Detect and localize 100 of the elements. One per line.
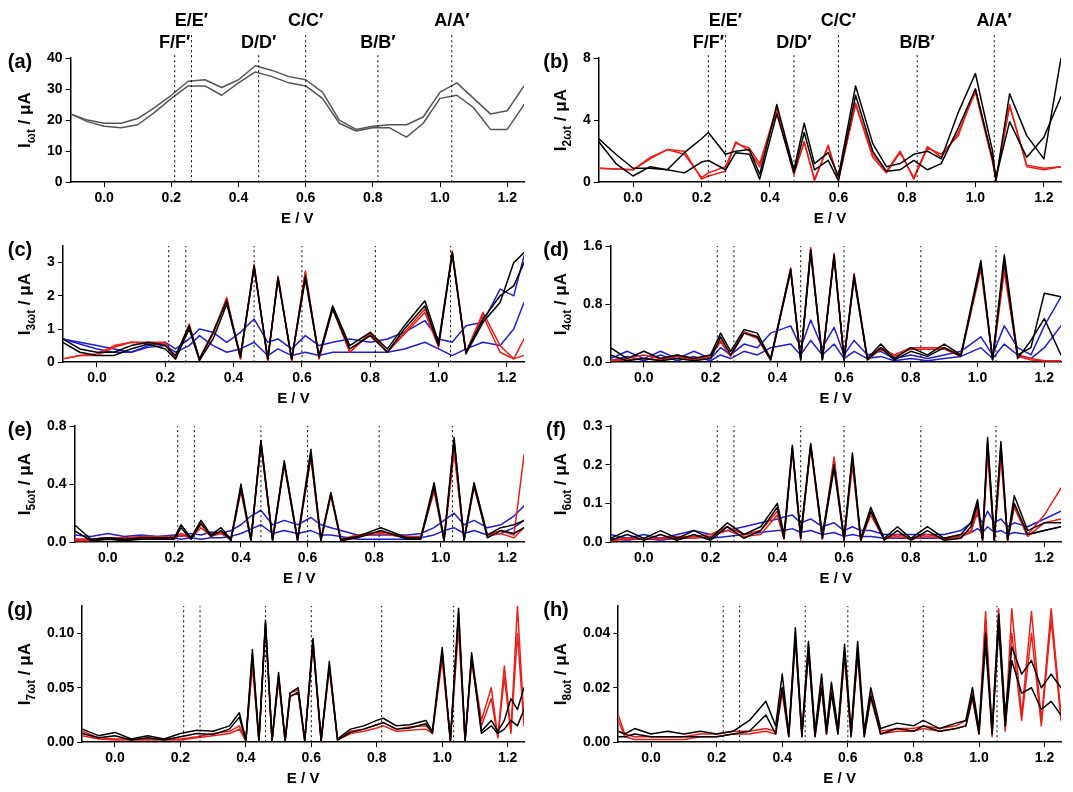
x-tick-label: 0.2 — [691, 189, 712, 206]
x-tick-label: 0.6 — [828, 189, 849, 206]
x-tick-label: 1.2 — [497, 369, 517, 386]
x-axis-title: E / V — [823, 769, 856, 787]
y-tick-label: 0 — [582, 173, 591, 190]
x-tick-label: 1.2 — [1034, 549, 1055, 566]
x-tick-label: 0.0 — [641, 749, 661, 766]
x-axis-title: E / V — [813, 209, 847, 227]
x-tick-label: 0.0 — [623, 189, 643, 206]
y-tick-label: 0.3 — [582, 416, 603, 433]
ref-line-label: F/F′ — [159, 32, 191, 52]
ref-line-label: D/D′ — [776, 32, 812, 52]
x-tick-label: 0.0 — [87, 369, 107, 386]
x-axis-title: E / V — [819, 389, 852, 407]
x-tick-label: 0.0 — [105, 749, 125, 766]
x-tick-label: 0.0 — [634, 369, 654, 386]
x-tick-label: 0.6 — [834, 369, 855, 386]
x-tick-label: 0.0 — [98, 549, 118, 566]
y-axis-title: I4ωt / μA — [551, 272, 575, 336]
x-tick-label: 0.8 — [901, 369, 921, 386]
ref-line-label: E/E′ — [174, 10, 209, 30]
y-tick-label: 0.2 — [582, 455, 603, 472]
y-tick-label: 1 — [46, 319, 55, 336]
x-tick-label: 0.8 — [367, 749, 387, 766]
x-tick-label: 1.0 — [967, 549, 988, 566]
x-tick-label: 0.4 — [228, 189, 249, 206]
ref-line-label: A/A′ — [434, 10, 470, 30]
x-tick-label: 0.4 — [760, 189, 780, 206]
x-tick-label: 1.2 — [1034, 369, 1055, 386]
y-tick-label: 0.1 — [582, 494, 603, 511]
x-tick-label: 1.0 — [965, 189, 986, 206]
x-tick-label: 1.0 — [432, 749, 453, 766]
y-tick-label: 0.04 — [583, 624, 611, 641]
ref-line-label: F/F′ — [692, 32, 725, 52]
y-tick-label: 30 — [46, 79, 63, 96]
x-tick-label: 1.2 — [1034, 749, 1055, 766]
x-tick-label: 1.2 — [497, 749, 518, 766]
x-tick-label: 0.4 — [231, 549, 251, 566]
x-tick-label: 0.6 — [295, 189, 316, 206]
ref-line-label: C/C′ — [820, 10, 857, 30]
x-tick-label: 0.4 — [767, 369, 788, 386]
x-tick-label: 0.8 — [364, 549, 385, 566]
y-tick-label: 0.4 — [46, 474, 67, 491]
ref-line-label: C/C′ — [288, 10, 324, 30]
y-tick-label: 0.00 — [583, 733, 611, 750]
x-tick-label: 0.4 — [236, 749, 256, 766]
chart-title: (c) — [7, 238, 33, 260]
x-tick-label: 0.2 — [161, 189, 182, 206]
x-axis-title: E / V — [286, 769, 320, 787]
y-axis-title: I8ωt / μA — [551, 642, 575, 706]
x-tick-label: 0.2 — [706, 749, 727, 766]
x-tick-label: 0.4 — [223, 369, 244, 386]
y-tick-label: 0.05 — [47, 678, 75, 695]
y-tick-label: 0 — [46, 353, 55, 370]
x-tick-label: 0.6 — [838, 749, 858, 766]
x-tick-label: 1.0 — [967, 369, 988, 386]
chart-title: (d) — [543, 238, 569, 260]
x-tick-label: 0.8 — [360, 369, 381, 386]
x-axis-title: E / V — [277, 389, 310, 407]
x-tick-label: 0.6 — [292, 369, 312, 386]
y-tick-label: 3 — [46, 253, 55, 270]
y-tick-label: 0.8 — [582, 294, 603, 311]
x-tick-label: 1.2 — [1034, 189, 1054, 206]
x-tick-label: 0.6 — [834, 549, 855, 566]
y-tick-label: 2 — [46, 286, 55, 303]
x-tick-label: 1.0 — [428, 369, 449, 386]
x-tick-label: 0.0 — [94, 189, 115, 206]
x-axis-title: E / V — [281, 209, 314, 227]
x-tick-label: 0.2 — [155, 369, 176, 386]
y-axis-title: I7ωt / μA — [15, 642, 39, 706]
ref-line-label: E/E′ — [708, 10, 743, 30]
ref-line-label: B/B′ — [899, 32, 935, 52]
x-tick-label: 1.2 — [497, 549, 518, 566]
x-tick-label: 0.4 — [767, 549, 788, 566]
ref-line-label: D/D′ — [241, 32, 277, 52]
y-axis-title: I6ωt / μA — [551, 452, 575, 516]
y-tick-label: 4 — [582, 110, 591, 127]
x-tick-label: 0.2 — [164, 549, 185, 566]
y-axis-title: I3ωt / μA — [15, 272, 39, 336]
y-tick-label: 0 — [54, 173, 63, 190]
y-tick-label: 1.6 — [582, 236, 603, 253]
x-tick-label: 1.2 — [497, 189, 518, 206]
chart-title: (e) — [7, 418, 33, 440]
y-tick-label: 0.00 — [47, 733, 75, 750]
chart-title: (b) — [543, 50, 569, 72]
y-tick-label: 0.8 — [46, 416, 67, 433]
x-tick-label: 0.8 — [897, 189, 917, 206]
chart-title: (g) — [7, 598, 33, 620]
y-tick-label: 0.10 — [47, 624, 75, 641]
x-axis-title: E / V — [819, 569, 852, 587]
x-tick-label: 0.2 — [700, 369, 721, 386]
x-tick-label: 1.0 — [431, 549, 451, 566]
x-tick-label: 0.2 — [170, 749, 191, 766]
y-axis-title: I5ωt / μA — [15, 452, 39, 516]
y-axis-title: I2ωt / μA — [551, 88, 575, 152]
x-tick-label: 0.0 — [634, 549, 654, 566]
x-axis-title: E / V — [282, 569, 316, 587]
y-tick-label: 10 — [46, 142, 63, 159]
x-tick-label: 0.8 — [901, 549, 921, 566]
y-tick-label: 20 — [46, 110, 63, 127]
